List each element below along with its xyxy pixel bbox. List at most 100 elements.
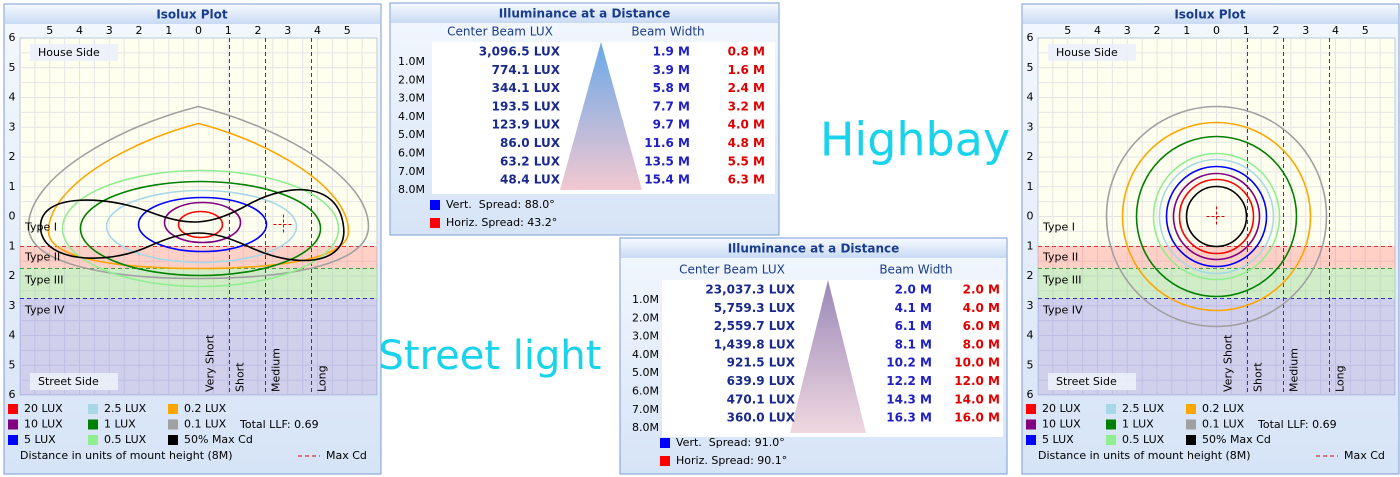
llf-label: Total LLF: 0.69: [239, 418, 319, 431]
legend-swatch: [168, 419, 178, 430]
side-label: Street Side: [1056, 375, 1117, 388]
legend-label: 2.5 LUX: [104, 402, 147, 415]
distance-note: Distance in units of mount height (8M): [20, 449, 233, 462]
beam-triangle: [790, 280, 866, 433]
title-bar: [391, 4, 778, 23]
table-cell: 48.4 LUX: [500, 173, 561, 187]
side-label-box: [1048, 373, 1136, 390]
left-tick-label: 5: [9, 61, 16, 74]
left-tick-label: 4: [9, 91, 16, 104]
side-label-box: [1048, 44, 1136, 61]
table-cell: 470.1 LUX: [727, 392, 796, 406]
table-cell: 11.6 M: [644, 136, 690, 150]
table-cell: 360.0 LUX: [727, 411, 796, 425]
legend-label: 0.1 LUX: [1202, 418, 1245, 431]
contours: [1105, 105, 1328, 328]
legend-label: 50% Max Cd: [1202, 433, 1271, 446]
isolux-contour: [1135, 135, 1298, 298]
distance-label: 8.0M: [398, 183, 425, 196]
caption: Highbay: [820, 113, 1010, 167]
type-label: Type I: [1042, 221, 1075, 234]
left-tick-label: 1: [9, 180, 16, 193]
legend-swatch: [88, 419, 98, 430]
column-header: Center Beam LUX: [679, 263, 785, 277]
side-label: Street Side: [38, 375, 99, 388]
isolux-contour: [1172, 172, 1261, 261]
table-cell: 13.5 M: [644, 154, 690, 168]
legend-label: 5 LUX: [24, 433, 56, 446]
range-label: Long: [316, 365, 329, 392]
legend-label: 2.5 LUX: [1122, 402, 1165, 415]
legend-swatch: [168, 404, 178, 414]
top-tick-label: 2: [136, 24, 143, 37]
legend-label: Horiz. Spread: 90.1°: [676, 454, 787, 467]
legend-swatch: [1026, 435, 1036, 445]
legend-swatch: [430, 200, 440, 210]
top-tick-label: 1: [225, 24, 232, 37]
type-label: Type III: [24, 274, 64, 287]
isolux-contour: [61, 169, 340, 288]
column-header: Beam Width: [879, 263, 952, 277]
side-label-box: [30, 44, 118, 61]
isolux-contour: [1185, 185, 1248, 248]
table-cell: 6.3 M: [728, 173, 765, 187]
left-tick-label: 3: [1027, 299, 1034, 312]
range-label: Short: [1252, 362, 1265, 392]
legend-label: 50% Max Cd: [184, 433, 253, 446]
legend-label: 0.5 LUX: [104, 433, 147, 446]
table-title: Illuminance at a Distance: [499, 7, 671, 21]
distance-label: 2.0M: [398, 73, 425, 86]
table-title: Illuminance at a Distance: [728, 242, 900, 256]
top-tick-label: 4: [314, 24, 321, 37]
isolux-contour: [177, 210, 224, 239]
distance-label: 4.0M: [632, 348, 659, 361]
left-tick-label: 6: [9, 31, 16, 44]
left-tick-label: 2: [9, 269, 16, 282]
distance-label: 5.0M: [632, 366, 659, 379]
range-label: Medium: [1288, 348, 1301, 392]
legend-label: 0.5 LUX: [1122, 433, 1165, 446]
isolux-contour: [1152, 152, 1281, 281]
distance-label: 5.0M: [398, 128, 425, 141]
legend-label: 10 LUX: [1042, 418, 1081, 431]
left-tick-label: 4: [9, 329, 16, 342]
table-cell: 123.9 LUX: [492, 118, 561, 132]
legend-label: 1 LUX: [104, 418, 136, 431]
isolux-contour: [1158, 158, 1275, 275]
legend-label: 10 LUX: [24, 418, 63, 431]
left-tick-label: 1: [9, 239, 16, 252]
isolux-contour: [137, 196, 268, 253]
left-tick-label: 0: [9, 210, 16, 223]
table-cell: 86.0 LUX: [500, 136, 561, 150]
top-tick-label: 2: [1273, 24, 1280, 37]
table-cell: 5.8 M: [653, 81, 690, 95]
legend-swatch: [660, 438, 670, 448]
range-label: Very Short: [1222, 334, 1235, 392]
left-tick-label: 3: [1027, 120, 1034, 133]
top-tick-label: 1: [165, 24, 172, 37]
table-cell: 8.0 M: [963, 337, 1000, 351]
top-tick-label: 4: [76, 24, 83, 37]
top-tick-label: 3: [1124, 24, 1131, 37]
left-tick-label: 2: [1027, 269, 1034, 282]
table-cell: 3.9 M: [653, 63, 690, 77]
beam-triangle: [560, 42, 642, 190]
legend-label: 0.2 LUX: [184, 402, 227, 415]
table-cell: 639.9 LUX: [727, 374, 796, 388]
left-tick-label: 4: [1027, 329, 1034, 342]
left-tick-label: 2: [9, 150, 16, 163]
legend-swatch: [1106, 435, 1116, 445]
legend-swatch: [88, 404, 98, 414]
legend-swatch: [1186, 419, 1196, 430]
max-cd-label: Max Cd: [1344, 449, 1385, 462]
legend-swatch: [1106, 404, 1116, 414]
table-cell: 63.2 LUX: [500, 154, 561, 168]
legend-label: Horiz. Spread: 43.2°: [446, 216, 557, 229]
top-tick-label: 0: [1213, 24, 1220, 37]
llf-label: Total LLF: 0.69: [1257, 418, 1337, 431]
title-bar: [1023, 5, 1398, 24]
distance-label: 3.0M: [632, 330, 659, 343]
isolux-contour: [79, 180, 322, 277]
legend-label: 0.1 LUX: [184, 418, 227, 431]
